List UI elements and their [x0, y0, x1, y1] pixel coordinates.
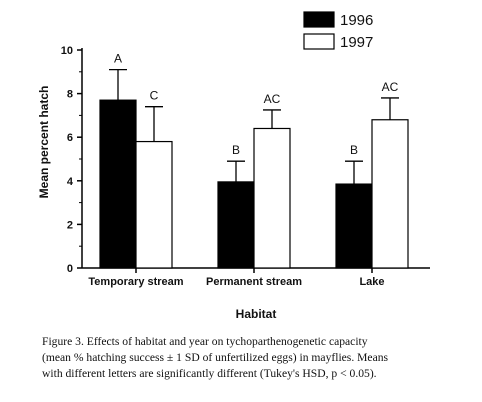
caption-line-3: with different letters are significantly…: [42, 367, 377, 380]
x-axis-title: Habitat: [236, 307, 277, 321]
bar: [335, 183, 373, 269]
significance-label: B: [350, 143, 358, 157]
y-tick-label: 10: [61, 45, 73, 57]
legend-swatch: [303, 33, 335, 50]
figure-caption: Figure 3. Effects of habitat and year on…: [42, 334, 474, 382]
bar: [253, 127, 291, 269]
bar: [99, 99, 137, 269]
significance-label: B: [232, 143, 240, 157]
y-tick-label: 0: [67, 263, 73, 275]
significance-label: A: [114, 52, 122, 66]
legend: 1996 1997: [303, 11, 373, 51]
significance-label: AC: [382, 80, 399, 94]
y-axis-title: Mean percent hatch: [37, 86, 51, 199]
legend-label: 1996: [340, 12, 373, 29]
y-tick-label: 8: [67, 89, 73, 101]
legend-swatch: [303, 11, 335, 28]
y-tick-label: 6: [67, 132, 73, 144]
bar-chart: 0 2 4 6 8 10 Temporary stream Permanent stream L…: [37, 11, 430, 321]
y-tick-label: 4: [67, 176, 74, 188]
bar: [371, 119, 409, 269]
caption-line-1: Figure 3. Effects of habitat and year on…: [42, 335, 368, 348]
significance-label: C: [150, 89, 159, 103]
significance-label: AC: [264, 92, 281, 106]
x-tick-label: Temporary stream: [88, 276, 183, 288]
x-tick-label: Permanent stream: [206, 276, 302, 288]
x-tick-label: Lake: [359, 276, 384, 288]
bar: [135, 140, 173, 269]
y-tick-label: 2: [67, 219, 73, 231]
legend-label: 1997: [340, 34, 373, 51]
caption-line-2: (mean % hatching success ± 1 SD of unfer…: [42, 351, 389, 364]
bar: [217, 181, 255, 269]
